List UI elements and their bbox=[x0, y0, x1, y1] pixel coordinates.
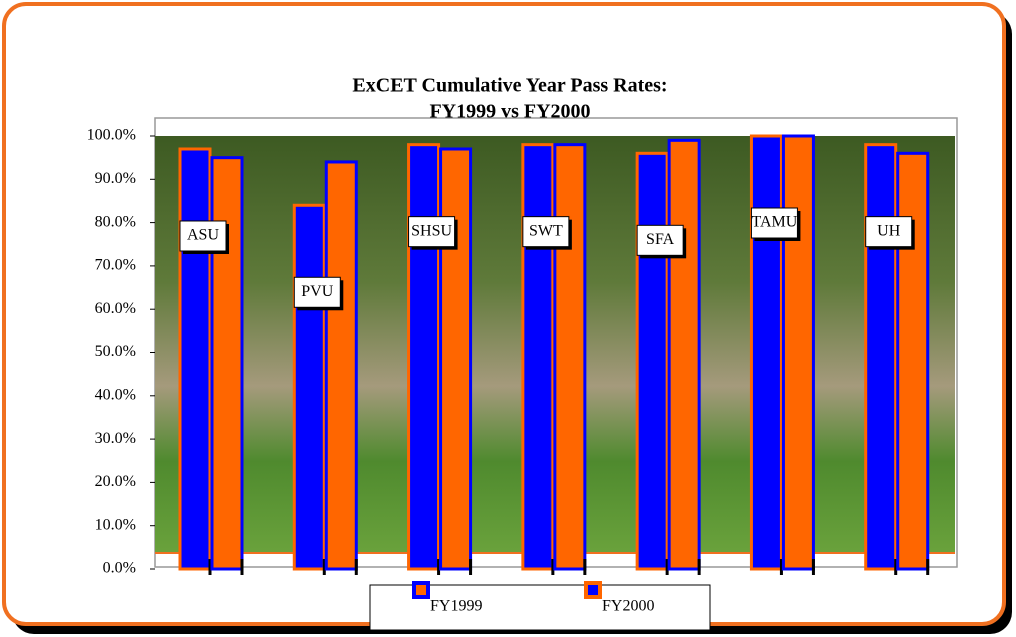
y-tick-label: 10.0% bbox=[95, 516, 136, 533]
y-tick-label: 90.0% bbox=[95, 170, 136, 187]
bar bbox=[180, 149, 210, 569]
bar bbox=[866, 145, 896, 569]
legend-label: FY2000 bbox=[602, 598, 654, 615]
bar bbox=[669, 140, 699, 569]
y-tick-label: 70.0% bbox=[95, 257, 136, 274]
category-label: PVU bbox=[301, 283, 333, 300]
category-label: SFA bbox=[646, 231, 675, 248]
category-label: SHSU bbox=[411, 222, 452, 239]
bar bbox=[783, 136, 813, 569]
chart-subtitle: FY1999 vs FY2000 bbox=[429, 101, 590, 123]
y-tick-label: 100.0% bbox=[87, 127, 136, 144]
page: ExCET Cumulative Year Pass Rates: FY1999… bbox=[0, 0, 1016, 637]
y-tick-label: 20.0% bbox=[95, 473, 136, 490]
category-label: UH bbox=[877, 222, 901, 239]
y-tick-label: 80.0% bbox=[95, 213, 136, 230]
legend-label: FY1999 bbox=[430, 598, 482, 615]
bar bbox=[523, 145, 553, 569]
y-tick-label: 40.0% bbox=[95, 386, 136, 403]
bar bbox=[409, 145, 439, 569]
y-tick-label: 50.0% bbox=[95, 343, 136, 360]
bar bbox=[555, 145, 585, 569]
chart-title: ExCET Cumulative Year Pass Rates: bbox=[352, 75, 667, 97]
category-label: SWT bbox=[529, 222, 563, 239]
bar bbox=[637, 153, 667, 569]
category-label: ASU bbox=[187, 227, 219, 244]
bar bbox=[898, 153, 928, 569]
y-tick-label: 30.0% bbox=[95, 430, 136, 447]
y-tick-label: 0.0% bbox=[103, 560, 136, 577]
legend-swatch bbox=[414, 583, 428, 597]
category-label: TAMU bbox=[752, 214, 798, 231]
bar bbox=[326, 162, 356, 569]
bar bbox=[212, 158, 242, 569]
y-tick-label: 60.0% bbox=[95, 300, 136, 317]
bar bbox=[441, 149, 471, 569]
bar bbox=[751, 136, 781, 569]
legend-swatch bbox=[586, 583, 600, 597]
bar bbox=[294, 205, 324, 569]
chart: ExCET Cumulative Year Pass Rates: FY1999… bbox=[0, 0, 1016, 637]
